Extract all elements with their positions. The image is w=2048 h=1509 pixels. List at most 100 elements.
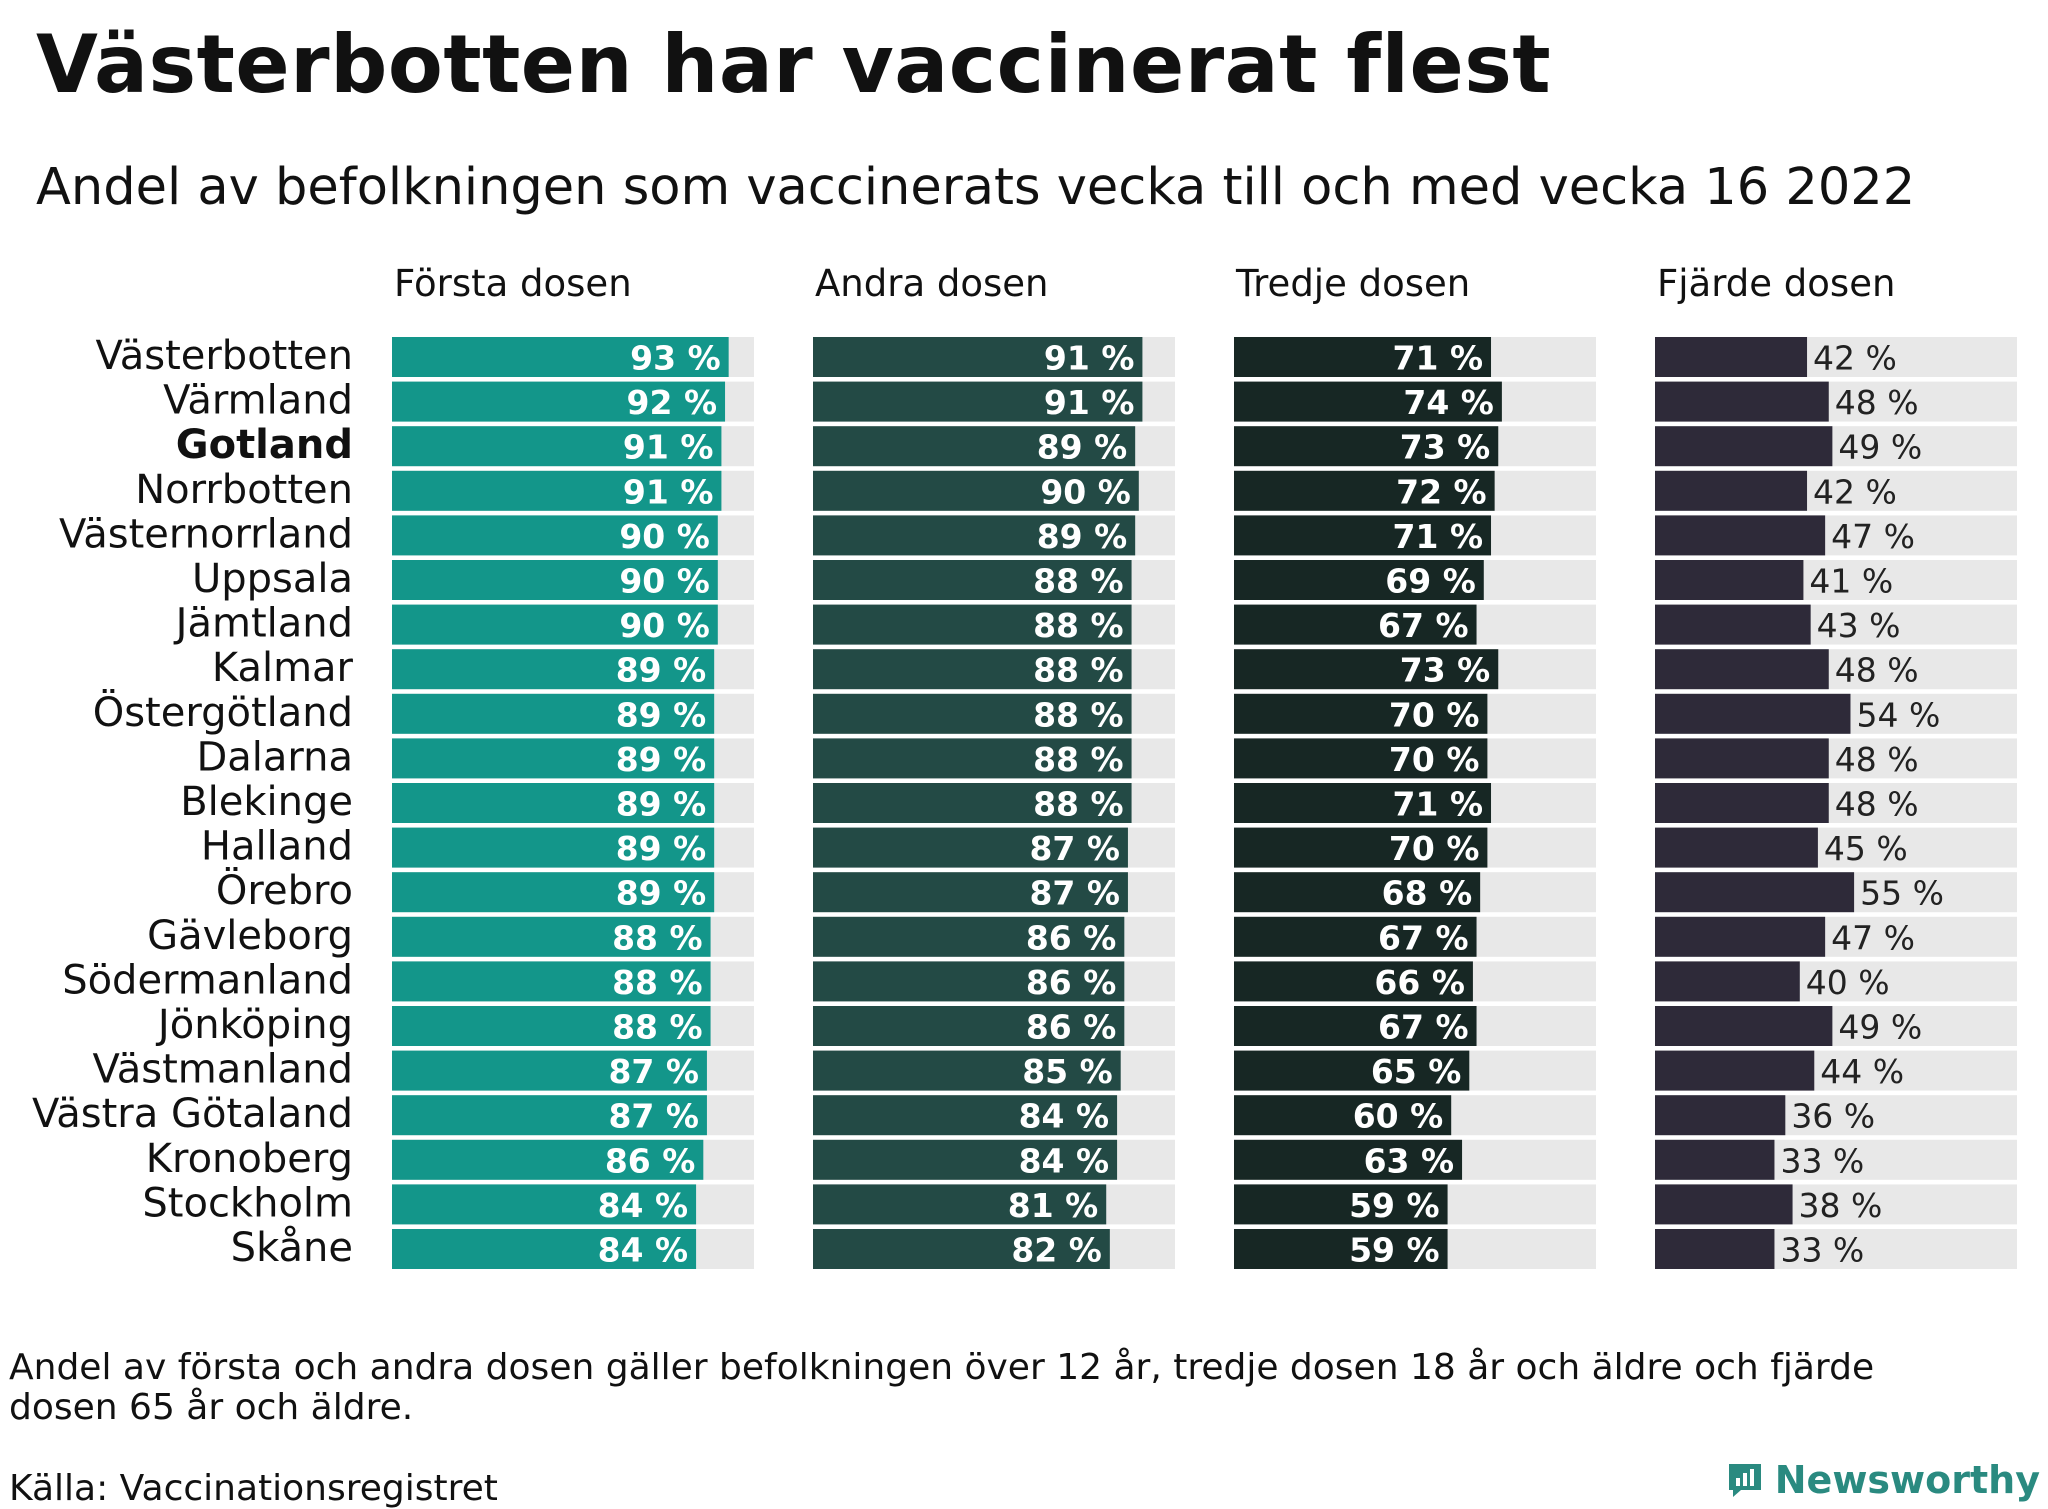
bar: [1234, 872, 1481, 913]
data-label: 88 %: [1033, 606, 1123, 645]
bar: [1655, 693, 1851, 734]
bar: [1234, 738, 1488, 779]
bar: [813, 827, 1128, 868]
bar: [813, 649, 1132, 690]
bar: [813, 604, 1132, 645]
data-label: 60 %: [1353, 1097, 1443, 1136]
bar: [813, 1139, 1118, 1180]
category-label: Kronoberg: [146, 1136, 353, 1182]
category-label: Uppsala: [192, 556, 353, 602]
data-label: 66 %: [1374, 963, 1464, 1002]
bar: [813, 1006, 1125, 1046]
bar: [1655, 649, 1829, 690]
data-label: 54 %: [1856, 695, 1940, 734]
bar: [813, 381, 1143, 422]
data-label: 89 %: [616, 695, 706, 734]
bar: [813, 1184, 1107, 1225]
bar: [392, 1139, 704, 1180]
category-label: Västra Götaland: [32, 1091, 353, 1137]
data-label: 89 %: [616, 740, 706, 779]
bar: [1655, 1139, 1775, 1180]
bar: [1234, 1050, 1470, 1091]
bar: [1655, 381, 1829, 422]
data-label: 89 %: [616, 829, 706, 868]
data-label: 88 %: [1033, 740, 1123, 779]
footnote: Andel av första och andra dosen gäller b…: [9, 1347, 1875, 1428]
panel-header: Första dosen: [394, 262, 632, 305]
category-label: Gotland: [176, 422, 353, 468]
bar: [1655, 470, 1808, 511]
data-label: 86 %: [1026, 1008, 1116, 1047]
data-label: 33 %: [1780, 1141, 1864, 1180]
data-label: 90 %: [619, 517, 709, 556]
category-label: Jönköping: [155, 1002, 353, 1048]
bar-chart: VästerbottenVärmlandGotlandNorrbottenVäs…: [32, 262, 2017, 1271]
data-label: 90 %: [1040, 472, 1130, 511]
data-label: 71 %: [1393, 339, 1483, 378]
bar: [1655, 560, 1804, 600]
bar: [392, 649, 715, 690]
bar: [392, 1184, 697, 1225]
data-label: 84 %: [1019, 1097, 1109, 1136]
bar: [1655, 1050, 1815, 1091]
bar: [1234, 693, 1488, 734]
data-label: 88 %: [612, 963, 702, 1002]
data-label: 90 %: [619, 606, 709, 645]
bar: [1655, 916, 1826, 957]
data-label: 63 %: [1364, 1141, 1454, 1180]
data-label: 65 %: [1371, 1052, 1461, 1091]
data-label: 88 %: [1033, 562, 1123, 601]
category-label: Kalmar: [212, 645, 354, 691]
data-label: 67 %: [1378, 918, 1468, 957]
data-label: 91 %: [1044, 339, 1134, 378]
data-label: 84 %: [1019, 1141, 1109, 1180]
data-label: 88 %: [612, 1008, 702, 1047]
data-label: 87 %: [608, 1052, 698, 1091]
bar: [392, 381, 726, 422]
bar: [1655, 872, 1855, 913]
bar: [1234, 1095, 1452, 1136]
panel-header: Fjärde dosen: [1657, 262, 1895, 305]
category-label: Örebro: [216, 866, 353, 914]
bar: [1655, 783, 1829, 823]
bar: [813, 693, 1132, 734]
data-label: 73 %: [1400, 651, 1490, 690]
bar: [1234, 560, 1484, 600]
data-label: 67 %: [1378, 606, 1468, 645]
bar: [1655, 1095, 1786, 1136]
data-label: 70 %: [1389, 740, 1479, 779]
data-label: 69 %: [1385, 562, 1475, 601]
bar: [813, 1229, 1110, 1269]
data-label: 87 %: [608, 1097, 698, 1136]
data-label: 89 %: [1037, 428, 1127, 467]
data-label: 41 %: [1809, 562, 1893, 601]
bar: [1234, 961, 1473, 1002]
bar: [1234, 426, 1499, 467]
bar: [1655, 961, 1800, 1002]
data-label: 59 %: [1349, 1231, 1439, 1270]
bar: [1655, 337, 1808, 377]
data-label: 81 %: [1008, 1186, 1098, 1225]
data-label: 59 %: [1349, 1186, 1439, 1225]
newsworthy-logo-icon: [1728, 1464, 1761, 1497]
bar: [392, 738, 715, 779]
bar: [1234, 337, 1492, 377]
bar: [392, 426, 722, 467]
data-label: 70 %: [1389, 695, 1479, 734]
chart-subtitle: Andel av befolkningen som vaccinerats ve…: [36, 158, 1916, 217]
bar: [1234, 1006, 1477, 1046]
data-label: 86 %: [1026, 963, 1116, 1002]
data-label: 86 %: [1026, 918, 1116, 957]
category-label: Halland: [201, 824, 353, 870]
data-label: 33 %: [1780, 1231, 1864, 1270]
data-label: 49 %: [1838, 1008, 1922, 1047]
bar: [392, 1095, 707, 1136]
data-label: 47 %: [1831, 918, 1915, 957]
data-label: 47 %: [1831, 517, 1915, 556]
category-label: Blekinge: [180, 779, 353, 825]
data-label: 88 %: [1033, 651, 1123, 690]
data-label: 48 %: [1835, 740, 1919, 779]
category-label: Dalarna: [196, 734, 353, 780]
data-label: 93 %: [630, 339, 720, 378]
bar: [392, 872, 715, 913]
